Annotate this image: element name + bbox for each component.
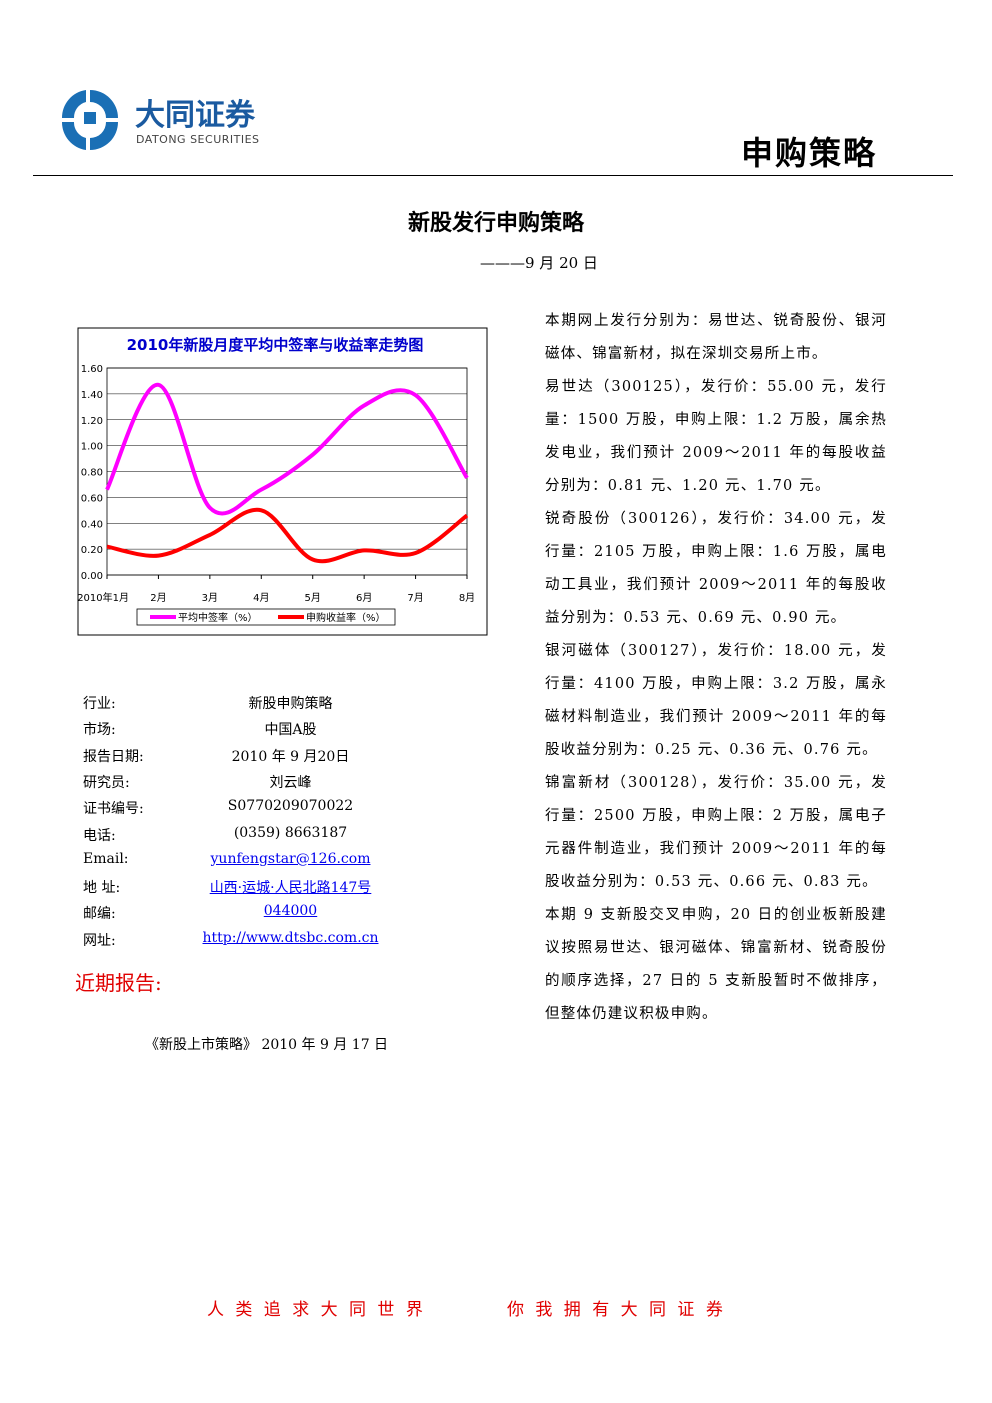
logo-cn: 大同证券 bbox=[135, 98, 256, 133]
info-value: S0770209070022 bbox=[227, 798, 354, 815]
info-value: (0359) 8663187 bbox=[233, 824, 348, 841]
paragraph: 银河磁体（300127），发行价：18.00 元，发行量：4100 万股，申购上… bbox=[545, 643, 887, 758]
section-title: 申购策略 bbox=[740, 134, 877, 172]
info-label: 网址: bbox=[83, 932, 116, 949]
footer-right: 你 我 拥 有 大 同 证 券 bbox=[507, 1300, 726, 1320]
paragraph: 锐奇股份（300126），发行价：34.00 元，发行量：2105 万股，申购上… bbox=[545, 511, 887, 626]
y-tick-label: 0.00 bbox=[81, 571, 103, 582]
info-value[interactable]: http://www.dtsbc.com.cn bbox=[202, 929, 379, 946]
info-value: 刘云峰 bbox=[269, 774, 312, 791]
info-label: Email: bbox=[83, 850, 129, 867]
info-value[interactable]: 山西·运城·人民北路147号 bbox=[209, 880, 372, 897]
legend-box bbox=[136, 608, 396, 626]
info-label: 电话: bbox=[83, 827, 116, 844]
paragraph: 易世达（300125），发行价：55.00 元，发行量：1500 万股，申购上限… bbox=[545, 379, 887, 494]
info-label: 研究员: bbox=[83, 774, 130, 791]
info-value: 新股申购策略 bbox=[248, 696, 333, 712]
y-tick-label: 1.00 bbox=[81, 442, 103, 453]
info-value: 2010 年 9 月20日 bbox=[231, 748, 350, 765]
x-tick-label: 6月 bbox=[356, 592, 372, 604]
x-tick-label: 2月 bbox=[150, 592, 166, 604]
recent-heading: 近期报告: bbox=[75, 971, 162, 995]
y-tick-label: 0.80 bbox=[81, 468, 103, 479]
doc-title: 新股发行申购策略 bbox=[407, 210, 584, 236]
y-tick-label: 0.40 bbox=[81, 519, 103, 530]
recent-list: 《新股上市策略》 2010 年 9 月 17 日 bbox=[145, 1034, 388, 1054]
series-line bbox=[106, 507, 469, 564]
y-tick-label: 0.20 bbox=[81, 545, 103, 556]
info-label: 行业: bbox=[83, 696, 116, 712]
info-label: 报告日期: bbox=[83, 748, 144, 765]
chart-title: 2010年新股月度平均中签率与收益率走势图 bbox=[127, 336, 424, 354]
x-tick-label: 7月 bbox=[407, 592, 423, 604]
y-tick-label: 1.20 bbox=[81, 416, 103, 427]
x-tick-label: 8月 bbox=[459, 592, 475, 604]
y-tick-label: 1.60 bbox=[81, 364, 103, 375]
x-tick-label: 3月 bbox=[202, 592, 218, 604]
info-value[interactable]: yunfengstar@126.com bbox=[210, 850, 371, 867]
info-value: 中国A股 bbox=[264, 722, 317, 739]
doc-date: ———9 月 20 日 bbox=[480, 254, 598, 272]
info-value[interactable]: 044000 bbox=[263, 903, 318, 920]
x-tick-label: 2010年1月 bbox=[77, 591, 129, 604]
x-tick-label: 5月 bbox=[305, 592, 321, 604]
y-tick-label: 0.60 bbox=[81, 493, 103, 504]
paragraph: 本期网上发行分别为：易世达、锐奇股份、银河磁体、锦富新材，拟在深圳交易所上市。 bbox=[545, 313, 887, 362]
y-tick-label: 1.40 bbox=[81, 390, 103, 401]
paragraph: 本期 9 支新股交叉申购，20 日的创业板新股建议按照易世达、银河磁体、锦富新材… bbox=[545, 907, 887, 1022]
info-label: 邮编: bbox=[83, 906, 116, 923]
series-line bbox=[105, 382, 469, 516]
logo: 大同证券 DATONG SECURITIES bbox=[61, 90, 260, 150]
header-rule bbox=[33, 175, 953, 176]
footer-left: 人 类 追 求 大 同 世 界 bbox=[207, 1300, 426, 1320]
info-label: 证书编号: bbox=[83, 801, 144, 818]
legend-label: 平均中签率（%） bbox=[178, 611, 258, 624]
legend-label: 申购收益率（%） bbox=[306, 611, 386, 624]
recent-item: 《新股上市策略》 2010 年 9 月 17 日 bbox=[145, 1037, 389, 1053]
x-tick-label: 4月 bbox=[253, 592, 269, 604]
info-label: 市场: bbox=[83, 722, 116, 739]
paragraph: 锦富新材（300128），发行价：35.00 元，发行量：2500 万股，申购上… bbox=[545, 775, 887, 890]
info-label: 地 址: bbox=[83, 880, 121, 897]
body-text: 本期网上发行分别为：易世达、锐奇股份、银河磁体、锦富新材，拟在深圳交易所上市。易… bbox=[545, 305, 887, 1031]
chart: 2010年新股月度平均中签率与收益率走势图 0.00 0.20 0.40 0.60 0.… bbox=[77, 327, 488, 636]
logo-en: DATONG SECURITIES bbox=[136, 133, 260, 146]
